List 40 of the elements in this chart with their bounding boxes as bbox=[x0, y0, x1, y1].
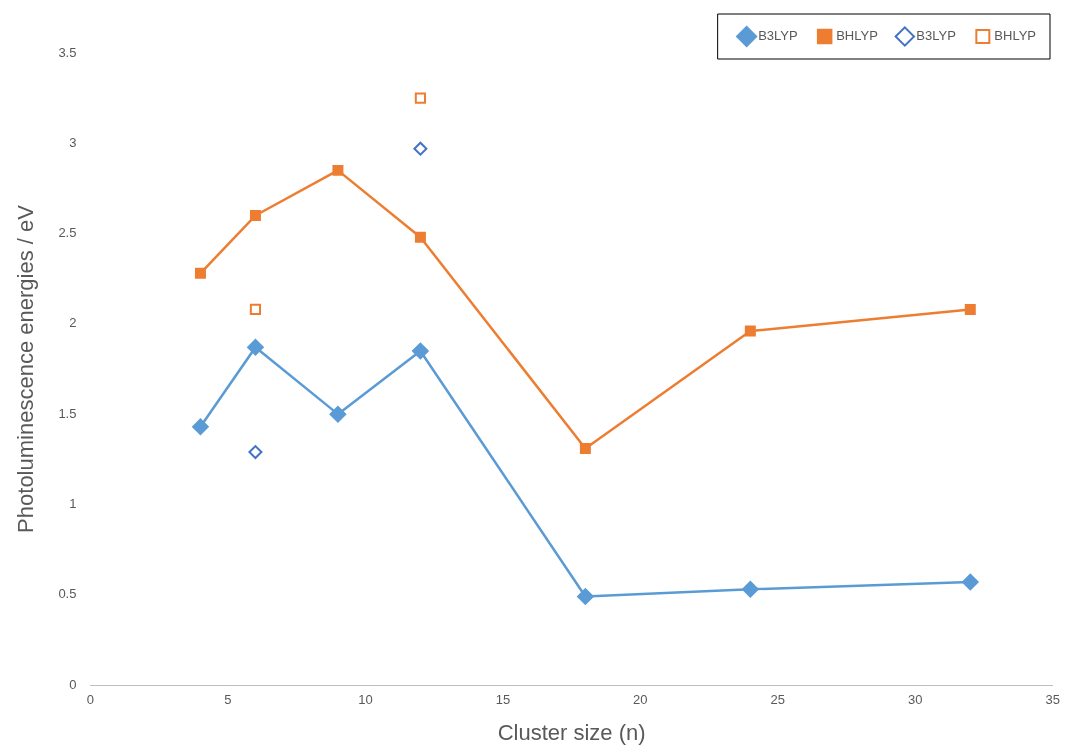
point bbox=[414, 231, 426, 243]
x-tick-label: 10 bbox=[358, 692, 373, 708]
legend-label: B3LYP bbox=[916, 28, 956, 44]
point bbox=[332, 164, 344, 176]
y-tick-label: 0.5 bbox=[58, 586, 77, 602]
point bbox=[579, 442, 591, 454]
point bbox=[742, 581, 759, 598]
legend-label: B3LYP bbox=[758, 28, 798, 44]
point bbox=[248, 445, 263, 460]
point bbox=[249, 303, 262, 316]
point bbox=[577, 588, 594, 605]
legend-label: BHLYP bbox=[836, 28, 878, 44]
point bbox=[744, 325, 756, 337]
x-tick-label: 5 bbox=[224, 692, 232, 708]
point bbox=[962, 573, 979, 591]
x-tick-label: 25 bbox=[770, 692, 786, 708]
point bbox=[414, 92, 426, 104]
x-tick-label: 20 bbox=[633, 692, 648, 708]
point bbox=[413, 141, 428, 156]
y-tick-label: 2.5 bbox=[58, 225, 77, 241]
point bbox=[192, 418, 209, 436]
point bbox=[412, 342, 429, 360]
y-tick-label: 3.5 bbox=[58, 44, 77, 60]
x-axis-title: Cluster size (n) bbox=[497, 719, 646, 745]
legend-label: BHLYP bbox=[994, 28, 1037, 44]
point bbox=[249, 210, 261, 222]
y-axis-title: Photoluminescence energies / eV bbox=[13, 204, 39, 533]
y-tick-label: 1.5 bbox=[58, 405, 77, 421]
x-tick-label: 0 bbox=[86, 692, 95, 708]
point bbox=[329, 405, 347, 423]
y-tick-label: 2 bbox=[69, 315, 77, 331]
point bbox=[194, 267, 206, 279]
point bbox=[964, 303, 976, 315]
x-tick-label: 15 bbox=[495, 692, 511, 708]
x-tick-label: 30 bbox=[908, 692, 923, 708]
y-tick-label: 3 bbox=[69, 134, 77, 150]
y-tick-label: 1 bbox=[69, 496, 77, 512]
x-tick-label: 35 bbox=[1045, 692, 1060, 708]
point bbox=[247, 339, 264, 356]
y-tick-label: 0 bbox=[69, 676, 77, 692]
